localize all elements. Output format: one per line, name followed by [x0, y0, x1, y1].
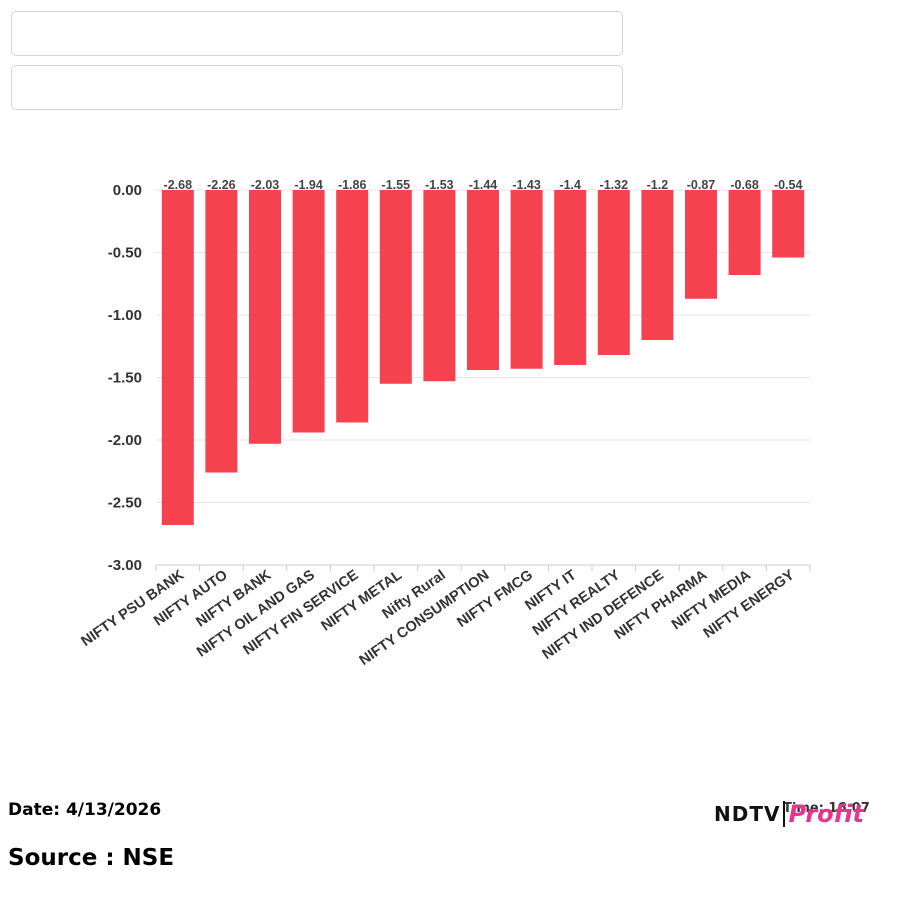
- bar: [423, 190, 456, 382]
- data-label: -1.43: [512, 178, 541, 192]
- data-label: -1.2: [647, 178, 669, 192]
- data-label: -2.03: [251, 178, 280, 192]
- y-tick-label: -3.00: [108, 557, 142, 574]
- bar: [249, 190, 281, 444]
- data-label: -1.44: [469, 178, 498, 192]
- bar: [161, 190, 194, 525]
- data-label: -1.32: [600, 178, 629, 192]
- bars: [161, 190, 805, 525]
- data-label: -1.94: [294, 178, 323, 192]
- top-input-box-2[interactable]: [11, 65, 623, 110]
- logo-ndtv-text: NDTV: [714, 802, 781, 826]
- data-label: -1.4: [559, 178, 581, 192]
- data-labels: -2.68 -2.26 -2.03 -1.94 -1.86 -1.55 -1.53 -1.44…: [164, 178, 803, 192]
- y-tick-label: -2.00: [108, 432, 142, 449]
- logo-separator: [783, 801, 786, 827]
- bar: [597, 190, 630, 355]
- bar-chart: -2.68 -2.26 -2.03 -1.94 -1.86 -1.55 -1.53 -1.44…: [78, 178, 811, 669]
- bar: [728, 190, 761, 275]
- source-text: Source : NSE: [8, 845, 175, 871]
- bar: [554, 190, 587, 365]
- y-axis: 0.00 -0.50 -1.00 -1.50 -2.00 -2.50 -3.00: [108, 182, 142, 574]
- y-tick-label: 0.00: [113, 182, 142, 199]
- bar: [292, 190, 325, 433]
- data-label: -0.87: [687, 178, 716, 192]
- data-label: -2.68: [164, 178, 193, 192]
- date-text: Date: 4/13/2026: [8, 800, 162, 820]
- logo-profit-text: Profit: [788, 800, 865, 828]
- bar: [379, 190, 412, 384]
- bar: [205, 190, 238, 473]
- bar: [641, 190, 674, 340]
- bar: [685, 190, 717, 299]
- bar: [772, 190, 805, 258]
- data-label: -2.26: [207, 178, 236, 192]
- data-label: -1.53: [425, 178, 454, 192]
- y-tick-label: -1.00: [108, 307, 142, 324]
- y-tick-label: -2.50: [108, 495, 142, 512]
- bar: [510, 190, 543, 369]
- bar: [336, 190, 369, 423]
- y-tick-label: -1.50: [108, 370, 142, 387]
- y-tick-label: -0.50: [108, 245, 142, 262]
- data-label: -1.55: [382, 178, 411, 192]
- data-label: -0.68: [730, 178, 759, 192]
- bar: [467, 190, 499, 370]
- data-label: -1.86: [338, 178, 367, 192]
- top-input-box-1[interactable]: [11, 11, 623, 56]
- ndtv-profit-logo: NDTV Profit: [714, 799, 864, 829]
- time-text: Time: 16:07: [783, 801, 870, 816]
- data-label: -0.54: [774, 178, 803, 192]
